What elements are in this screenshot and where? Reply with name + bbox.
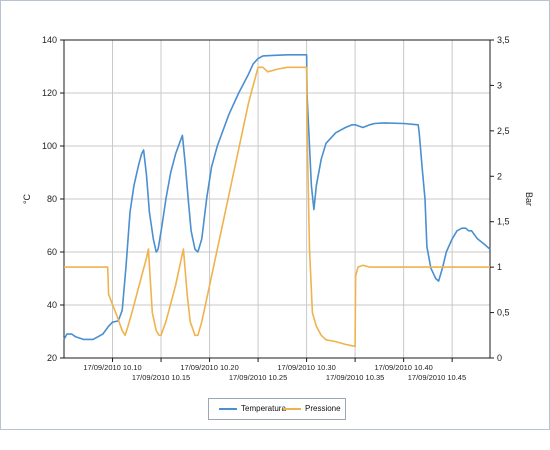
legend-label-pressione: Pressione <box>305 404 341 413</box>
right-tick-label: 3 <box>497 80 502 90</box>
x-tick-label: 17/09/2010 10.30 <box>277 363 335 372</box>
legend-label-temperatura: Temperatura <box>241 404 286 413</box>
right-tick-label: 1,5 <box>497 217 510 227</box>
left-tick-label: 40 <box>47 300 57 310</box>
right-tick-label: 3,5 <box>497 35 510 45</box>
x-tick-label: 17/09/2010 10.45 <box>408 373 466 382</box>
x-tick-label: 17/09/2010 10.35 <box>326 373 384 382</box>
right-tick-label: 0,5 <box>497 308 510 318</box>
left-tick-label: 20 <box>47 353 57 363</box>
legend-item-temperatura: Temperatura <box>219 403 286 415</box>
left-tick-label: 100 <box>42 141 57 151</box>
x-tick-label: 17/09/2010 10.15 <box>132 373 190 382</box>
right-axis: 0 0,5 1 1,5 2 2,5 3 3,5 <box>490 35 510 363</box>
legend-swatch-pressione <box>283 408 301 410</box>
left-tick-label: 120 <box>42 88 57 98</box>
bottom-strip <box>0 430 550 450</box>
legend-item-pressione: Pressione <box>283 403 343 415</box>
series-group <box>63 54 491 347</box>
series-line-temperatura <box>63 54 491 341</box>
right-tick-label: 1 <box>497 262 502 272</box>
y-axis-right-label: Bar <box>524 192 534 206</box>
grid <box>64 39 490 359</box>
right-tick-label: 0 <box>497 353 502 363</box>
left-tick-label: 60 <box>47 247 57 257</box>
x-tick-label: 17/09/2010 10.40 <box>374 363 432 372</box>
left-tick-label: 80 <box>47 194 57 204</box>
left-axis: 20 40 60 80 100 120 140 <box>42 35 64 363</box>
x-tick-label: 17/09/2010 10.25 <box>229 373 287 382</box>
legend-swatch-temperatura <box>219 408 237 410</box>
x-tick-label: 17/09/2010 10.20 <box>180 363 238 372</box>
x-tick-label: 17/09/2010 10.10 <box>83 363 141 372</box>
right-tick-label: 2 <box>497 171 502 181</box>
left-tick-label: 140 <box>42 35 57 45</box>
y-axis-left-label: °C <box>22 193 32 204</box>
legend: Temperatura Pressione <box>208 398 346 420</box>
series-line-pressione <box>64 66 490 347</box>
right-tick-label: 2,5 <box>497 126 510 136</box>
